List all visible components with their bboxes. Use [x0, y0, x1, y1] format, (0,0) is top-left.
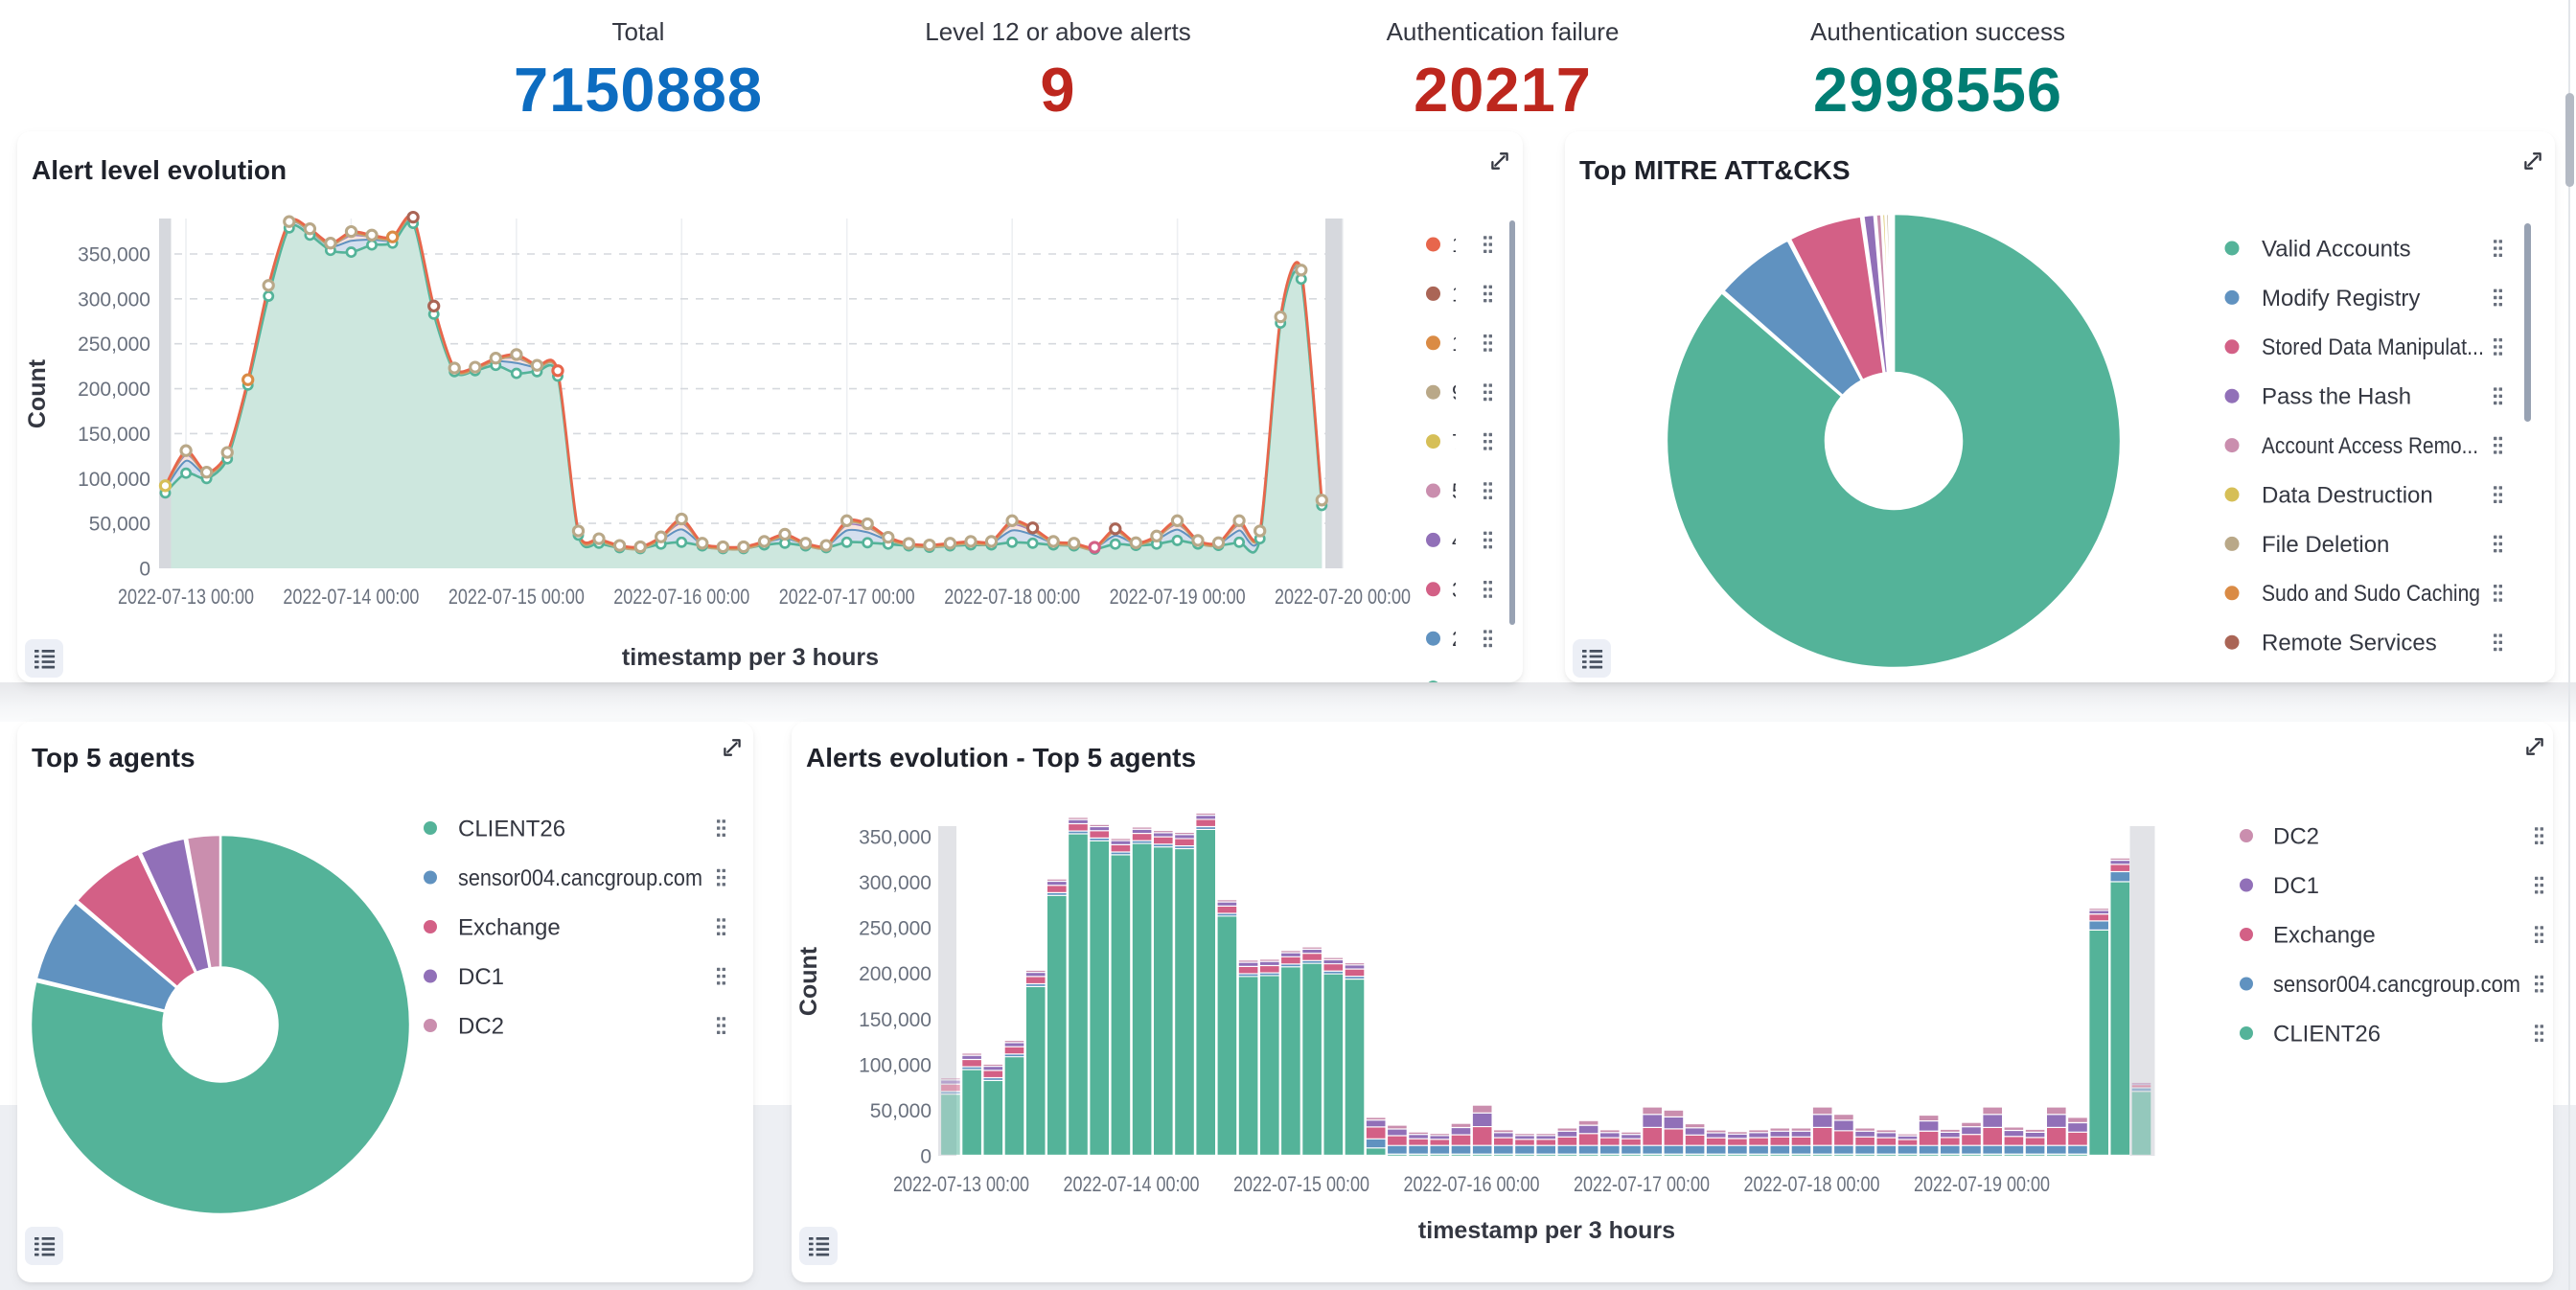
- svg-text:11: 11: [1452, 282, 1474, 306]
- svg-text:2022-07-20 00:00: 2022-07-20 00:00: [1275, 585, 1411, 609]
- svg-text:2022-07-16 00:00: 2022-07-16 00:00: [613, 585, 749, 609]
- svg-text:2022-07-18 00:00: 2022-07-18 00:00: [1744, 1172, 1880, 1196]
- svg-text:DC1: DC1: [2273, 873, 2319, 899]
- svg-text:CLIENT26: CLIENT26: [2273, 1021, 2380, 1047]
- svg-text:timestamp per 3 hours: timestamp per 3 hours: [1418, 1217, 1675, 1244]
- svg-text:350,000: 350,000: [78, 244, 150, 266]
- svg-text:9: 9: [1452, 380, 1463, 404]
- svg-text:2022-07-13 00:00: 2022-07-13 00:00: [118, 585, 254, 609]
- svg-text:200,000: 200,000: [78, 379, 150, 401]
- svg-text:2022-07-18 00:00: 2022-07-18 00:00: [944, 585, 1080, 609]
- svg-text:250,000: 250,000: [78, 334, 150, 356]
- svg-text:150,000: 150,000: [859, 1009, 932, 1031]
- svg-text:2022-07-17 00:00: 2022-07-17 00:00: [1574, 1172, 1710, 1196]
- svg-text:Count: Count: [795, 946, 822, 1016]
- svg-text:2022-07-14 00:00: 2022-07-14 00:00: [283, 585, 419, 609]
- svg-text:2022-07-14 00:00: 2022-07-14 00:00: [1064, 1172, 1200, 1196]
- svg-text:Stored Data Manipulat...: Stored Data Manipulat...: [2262, 334, 2484, 360]
- svg-text:sensor004.cancgroup.com: sensor004.cancgroup.com: [458, 865, 702, 891]
- svg-text:DC2: DC2: [2273, 823, 2319, 849]
- svg-text:sensor004.cancgroup.com: sensor004.cancgroup.com: [2273, 972, 2520, 998]
- svg-text:50,000: 50,000: [89, 514, 150, 536]
- svg-text:Count: Count: [24, 358, 51, 428]
- svg-text:CLIENT26: CLIENT26: [458, 816, 565, 841]
- svg-text:150,000: 150,000: [78, 424, 150, 446]
- svg-text:Pass the Hash: Pass the Hash: [2262, 384, 2411, 410]
- svg-text:2022-07-19 00:00: 2022-07-19 00:00: [1110, 585, 1246, 609]
- svg-text:250,000: 250,000: [859, 918, 932, 940]
- svg-text:2022-07-15 00:00: 2022-07-15 00:00: [1233, 1172, 1369, 1196]
- svg-text:2: 2: [1452, 627, 1463, 651]
- svg-text:100,000: 100,000: [78, 469, 150, 491]
- svg-text:DC2: DC2: [458, 1013, 504, 1039]
- svg-text:0: 0: [920, 1146, 932, 1168]
- svg-text:Data Destruction: Data Destruction: [2262, 482, 2433, 508]
- svg-text:0: 0: [139, 559, 150, 581]
- svg-text:300,000: 300,000: [859, 872, 932, 894]
- svg-text:2022-07-13 00:00: 2022-07-13 00:00: [893, 1172, 1029, 1196]
- svg-text:7: 7: [1452, 430, 1463, 454]
- svg-text:200,000: 200,000: [859, 963, 932, 985]
- svg-text:3: 3: [1452, 578, 1463, 602]
- svg-text:2022-07-16 00:00: 2022-07-16 00:00: [1404, 1172, 1540, 1196]
- svg-text:Sudo and Sudo Caching: Sudo and Sudo Caching: [2262, 581, 2480, 607]
- svg-text:4: 4: [1452, 528, 1463, 552]
- svg-text:5: 5: [1452, 479, 1463, 503]
- svg-text:Account Access Remo...: Account Access Remo...: [2262, 433, 2478, 459]
- svg-text:Remote Services: Remote Services: [2262, 631, 2437, 657]
- svg-text:12: 12: [1452, 233, 1475, 257]
- svg-text:Valid Accounts: Valid Accounts: [2262, 236, 2411, 262]
- svg-text:350,000: 350,000: [859, 827, 932, 849]
- svg-text:100,000: 100,000: [859, 1054, 932, 1076]
- svg-text:timestamp per 3 hours: timestamp per 3 hours: [622, 644, 879, 671]
- svg-text:300,000: 300,000: [78, 288, 150, 311]
- svg-text:2022-07-17 00:00: 2022-07-17 00:00: [779, 585, 915, 609]
- svg-text:Modify Registry: Modify Registry: [2262, 286, 2420, 311]
- svg-text:50,000: 50,000: [870, 1100, 932, 1122]
- svg-text:DC1: DC1: [458, 964, 504, 990]
- svg-text:2022-07-15 00:00: 2022-07-15 00:00: [448, 585, 585, 609]
- svg-text:File Deletion: File Deletion: [2262, 532, 2389, 558]
- svg-text:10: 10: [1452, 332, 1475, 356]
- svg-text:2022-07-19 00:00: 2022-07-19 00:00: [1914, 1172, 2050, 1196]
- svg-text:Exchange: Exchange: [458, 914, 561, 940]
- svg-text:Exchange: Exchange: [2273, 922, 2376, 948]
